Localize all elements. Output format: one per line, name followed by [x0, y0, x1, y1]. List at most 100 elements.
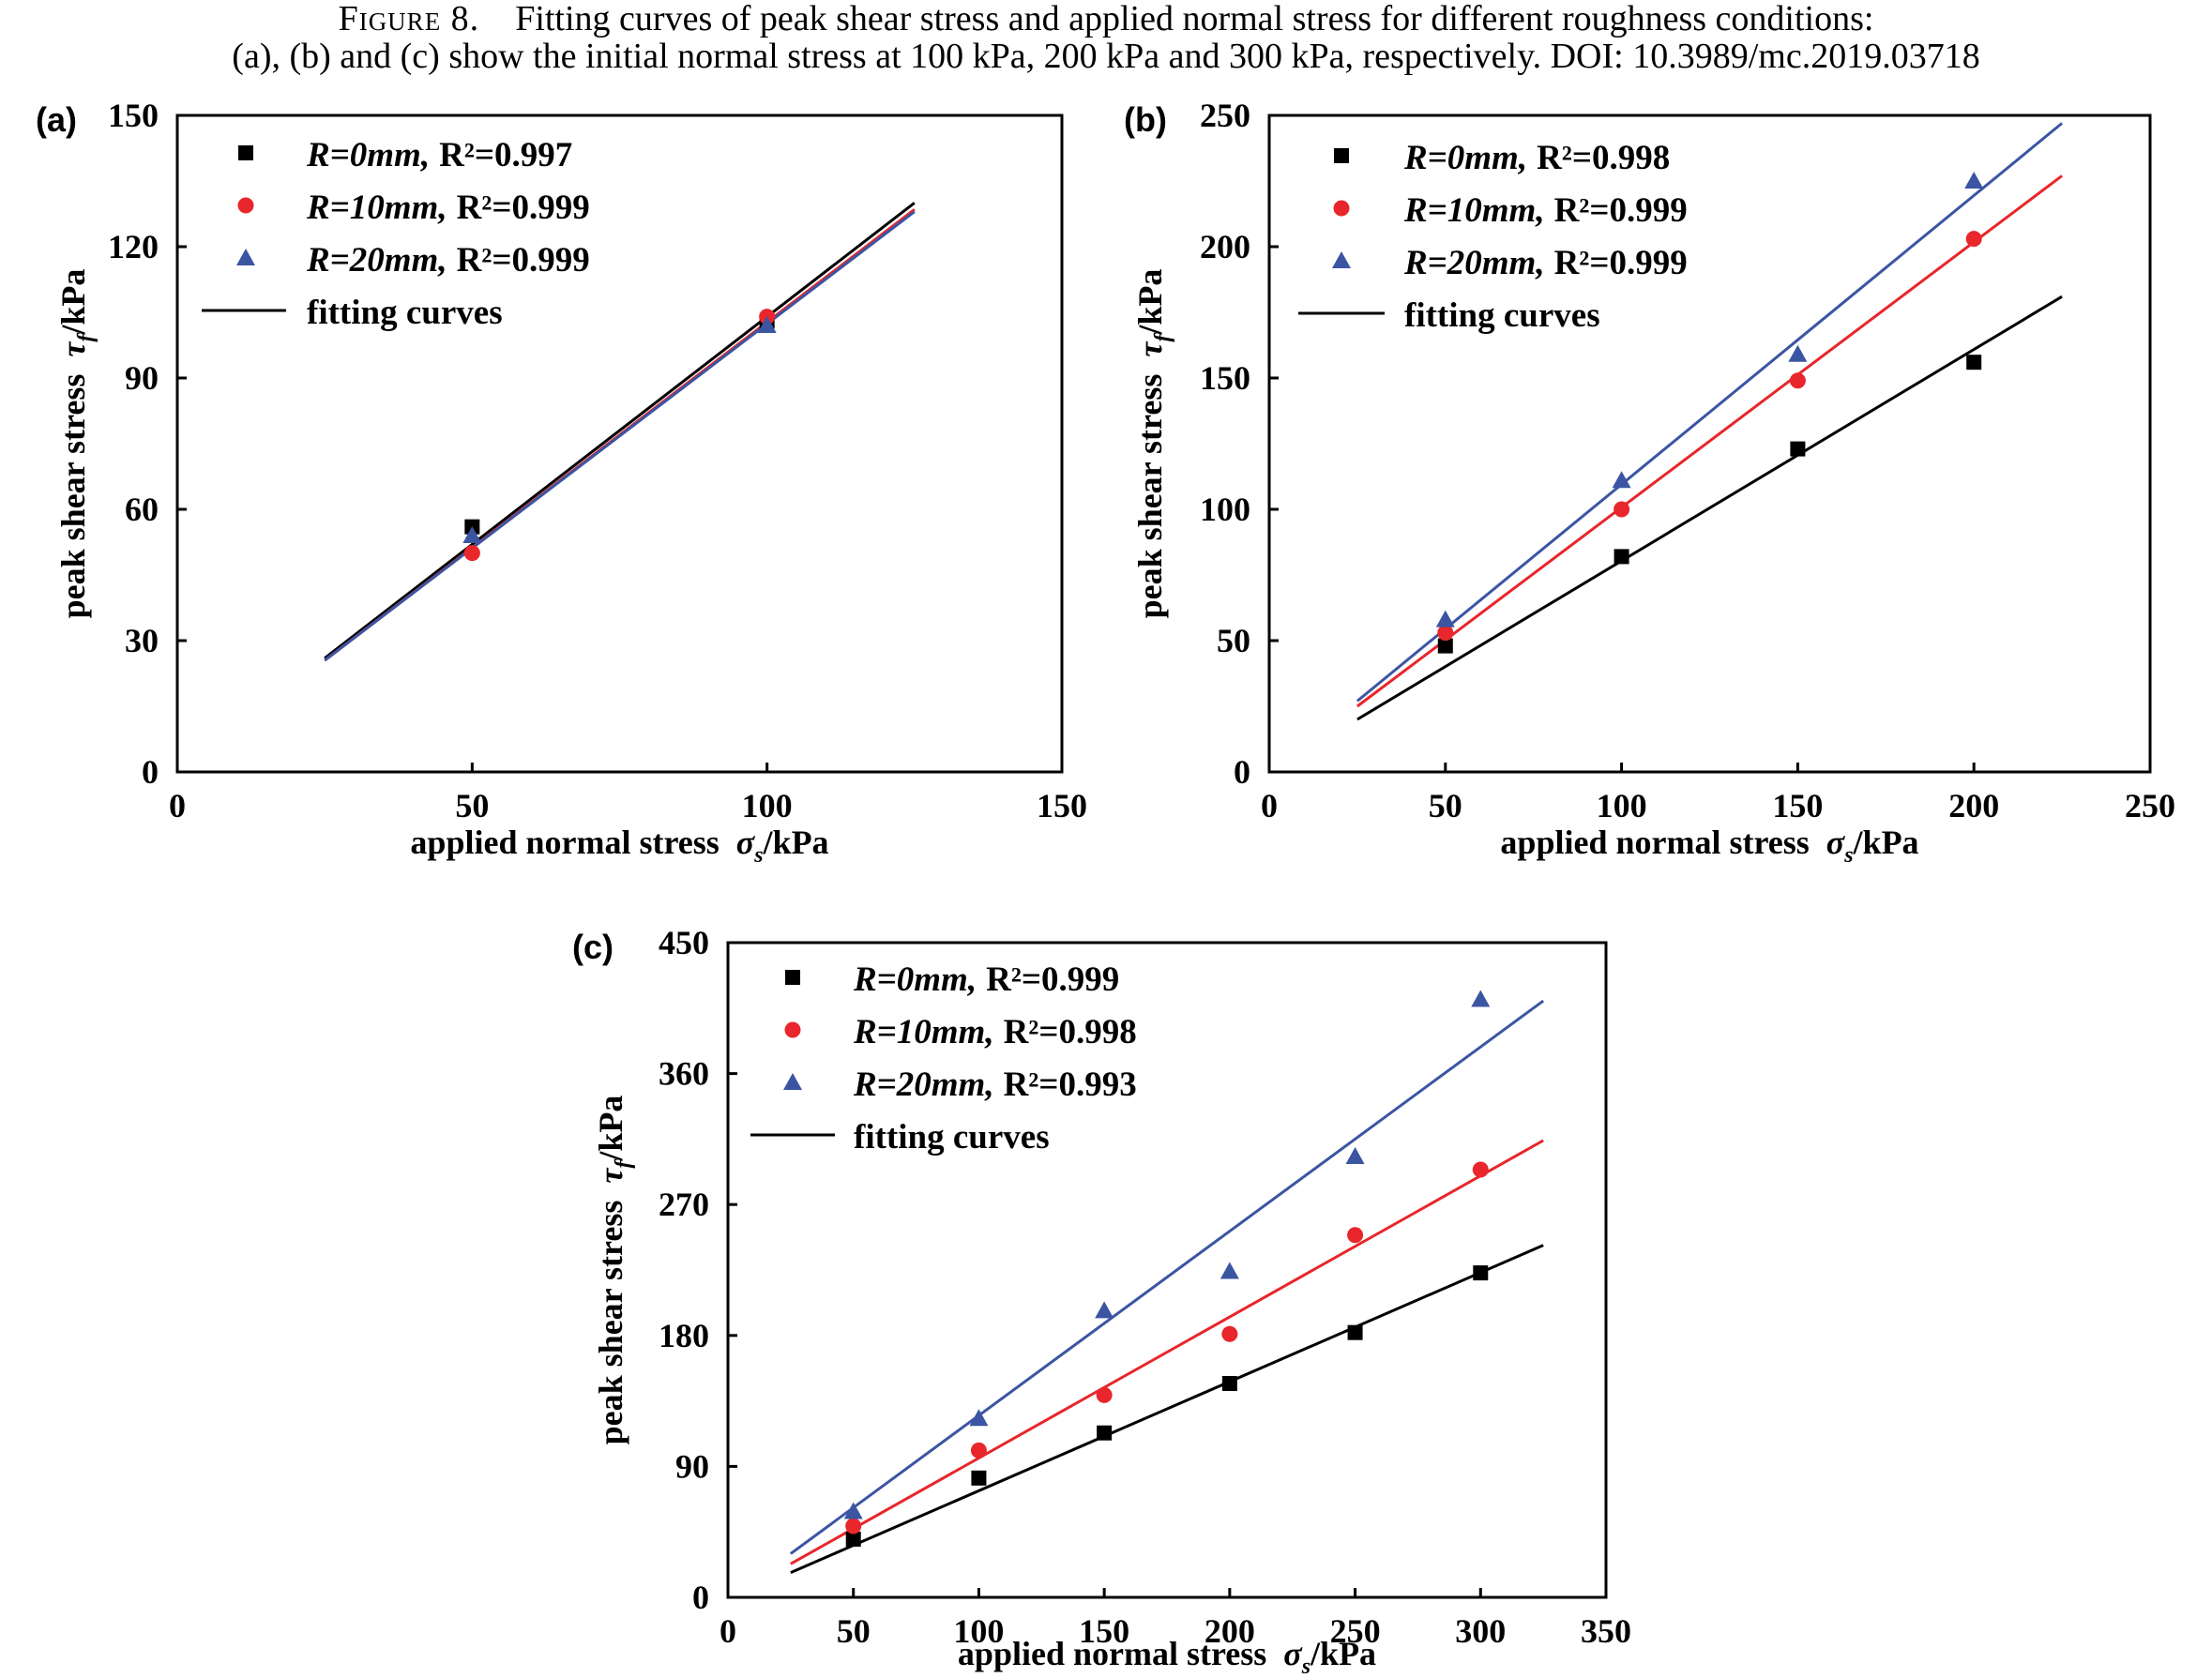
legend-series-name: R=10mm, — [853, 1013, 994, 1051]
plot-frame — [1267, 113, 2152, 774]
legend-label-r20: R=20mm, R²=0.993 — [853, 1066, 1137, 1104]
x-tick-label: 50 — [1429, 787, 1462, 824]
data-point-r20 — [969, 1409, 989, 1427]
x-axis-subscript: s — [1843, 843, 1853, 868]
legend-label-r10: R=10mm, R²=0.998 — [853, 1013, 1137, 1051]
data-point-r0 — [1221, 1375, 1237, 1391]
legend-series-name: R=0mm, — [853, 960, 977, 999]
legend-marker-r10 — [784, 1021, 801, 1038]
legend-r2: R²=0.999 — [1554, 244, 1688, 282]
legend-series-name: R=20mm, — [853, 1066, 994, 1104]
x-tick-label: 300 — [1455, 1612, 1506, 1650]
x-tick-label: 50 — [455, 787, 489, 824]
data-point-r20 — [843, 1502, 863, 1519]
legend: R=0mm, R²=0.999 R=10mm, R²=0.998 R=20mm, R²=0… — [750, 960, 1137, 1156]
y-axis-unit: /kPa — [592, 1096, 629, 1162]
y-tick-label: 450 — [659, 924, 709, 961]
legend-label-r20: R=20mm, R²=0.999 — [306, 241, 590, 280]
x-tick-label: 100 — [953, 1612, 1004, 1650]
legend-series-name: R=20mm, — [1403, 244, 1545, 282]
x-axis-subscript: s — [753, 843, 763, 868]
legend-marker-r10 — [1333, 200, 1350, 217]
x-axis-symbol: σ — [736, 824, 756, 861]
data-point-r0 — [971, 1470, 987, 1486]
fit-line-r20 — [1356, 122, 2064, 703]
legend-marker-r0 — [238, 145, 253, 160]
legend-series-name: R=20mm, — [306, 241, 447, 280]
data-point-r20 — [1788, 344, 1808, 362]
x-axis-label: applied normal stress σs/kPa — [958, 1635, 1376, 1678]
legend-marker-r0 — [1334, 148, 1349, 163]
y-tick-label: 50 — [1217, 622, 1250, 659]
x-tick-label: 150 — [1772, 787, 1823, 824]
legend-r2: R²=0.997 — [439, 136, 572, 174]
panel-label: (b) — [1124, 100, 1167, 139]
fit-line-r10 — [790, 1139, 1544, 1565]
y-axis-label: peak shear stress τf/kPa — [1131, 269, 1175, 619]
plot-frame — [726, 941, 1608, 1599]
data-point-r20 — [757, 316, 777, 333]
data-point-r20 — [1964, 172, 1984, 189]
legend-marker-r0 — [785, 970, 800, 985]
x-axis-unit: /kPa — [1310, 1635, 1376, 1672]
y-tick-label: 120 — [108, 228, 159, 265]
caption-line-2: (a), (b) and (c) show the initial normal… — [232, 37, 1980, 76]
data-point-r0 — [1473, 1265, 1489, 1281]
legend-r2: R²=0.998 — [1537, 139, 1670, 177]
legend-r2: R²=0.999 — [986, 960, 1119, 999]
x-tick-label: 200 — [1204, 1612, 1255, 1650]
legend-fit-label: fitting curves — [854, 1118, 1050, 1156]
figure-label: Figure 8. — [338, 0, 480, 38]
legend-marker-r20 — [236, 249, 255, 265]
data-point-r10 — [1096, 1386, 1113, 1403]
x-tick-label: 100 — [742, 787, 793, 824]
y-axis-label-main: peak shear stress — [1131, 374, 1169, 619]
legend-marker-r20 — [783, 1073, 802, 1090]
legend-label-r10: R=10mm, R²=0.999 — [1403, 191, 1688, 230]
x-axis-unit: /kPa — [763, 824, 829, 861]
x-tick-label: 0 — [169, 787, 186, 824]
y-axis-unit: /kPa — [54, 269, 92, 336]
data-point-r20 — [1095, 1301, 1114, 1319]
panel-b: (b) 0 50 100 150 200 250 0 50 100 150 200 250 applied… — [1124, 97, 2175, 868]
y-tick-label: 250 — [1200, 97, 1250, 134]
y-axis-label-main: peak shear stress — [54, 374, 92, 619]
y-axis-label: peak shear stress τf/kPa — [54, 269, 98, 619]
data-point-r20 — [1345, 1147, 1365, 1165]
legend-label-r0: R=0mm, R²=0.999 — [853, 960, 1119, 999]
y-axis-label: peak shear stress τf/kPa — [592, 1096, 636, 1445]
data-point-r0 — [1614, 549, 1629, 565]
y-tick-label: 0 — [1234, 753, 1250, 791]
fit-line-r20 — [324, 210, 916, 662]
x-axis-label-main: applied normal stress — [410, 824, 719, 861]
y-tick-label: 360 — [659, 1055, 709, 1093]
fit-line-r0 — [324, 202, 916, 659]
panel-label: (c) — [572, 928, 614, 966]
y-tick-label: 90 — [675, 1447, 709, 1485]
legend-series-name: R=10mm, — [306, 189, 447, 227]
fit-line-r20 — [789, 999, 1545, 1555]
y-axis-label-main: peak shear stress — [592, 1201, 629, 1445]
legend-r2: R²=0.999 — [457, 189, 590, 227]
y-axis-symbol: τ — [54, 341, 92, 357]
legend-r2: R²=0.993 — [1004, 1066, 1137, 1104]
x-tick-label: 100 — [1597, 787, 1647, 824]
y-axis-symbol: τ — [592, 1168, 629, 1184]
legend-marker-r20 — [1332, 251, 1351, 268]
y-tick-label: 200 — [1200, 228, 1250, 265]
y-tick-label: 150 — [108, 97, 159, 134]
data-point-r20 — [1612, 471, 1631, 489]
data-point-r20 — [1220, 1262, 1239, 1279]
data-point-r10 — [1472, 1161, 1489, 1178]
data-point-r0 — [1097, 1425, 1113, 1441]
figure-caption: Figure 8. Fitting curves of peak shear s… — [0, 0, 2212, 75]
legend-marker-r10 — [237, 197, 254, 214]
y-axis-subscript: f — [612, 1159, 636, 1169]
x-axis-label: applied normal stress σs/kPa — [1500, 824, 1918, 868]
y-axis-subscript: f — [1151, 333, 1175, 342]
data-point-r10 — [1437, 625, 1454, 642]
y-axis-unit: /kPa — [1131, 269, 1169, 336]
data-point-r10 — [463, 545, 480, 562]
